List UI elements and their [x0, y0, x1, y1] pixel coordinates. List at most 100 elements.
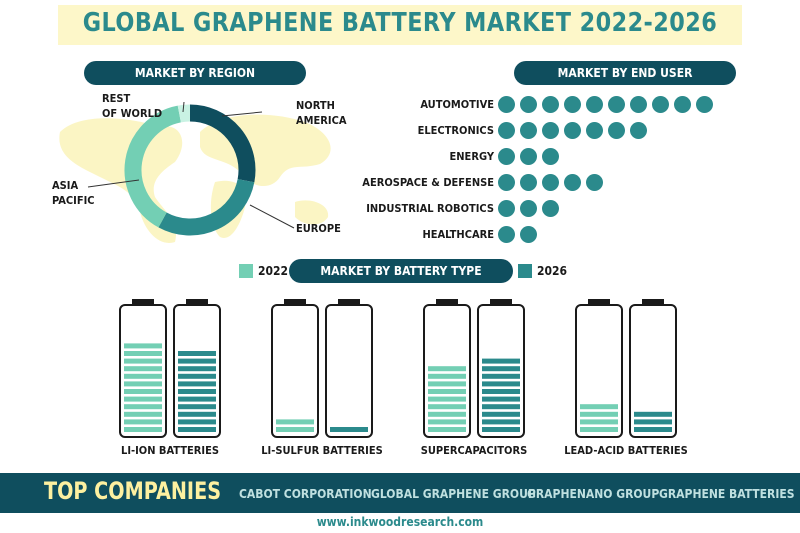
top-companies-title: TOP COMPANIES [44, 477, 222, 505]
battery-segment-2022 [124, 381, 162, 387]
battery-cap [490, 299, 512, 305]
battery-cap [642, 299, 664, 305]
legend-swatch-2026 [518, 264, 532, 278]
end-user-dot-row [498, 200, 564, 218]
region-heading: MARKET BY REGION [84, 61, 306, 85]
battery-segment-2022 [428, 381, 466, 387]
legend-swatch-2022 [239, 264, 253, 278]
battery-segment-2026 [178, 366, 216, 372]
battery-segment-2022 [124, 404, 162, 410]
end-user-dot [564, 174, 581, 191]
battery-segment-2026 [482, 404, 520, 410]
end-user-dot [674, 96, 691, 113]
battery-body [325, 304, 373, 438]
end-user-dot [586, 122, 603, 139]
footer-band [0, 473, 800, 513]
company-3: GRAPHENANO GROUP [527, 487, 660, 501]
battery-segment-2026 [178, 427, 216, 432]
battery-segment-2022 [428, 389, 466, 394]
donut-slice-1 [189, 104, 256, 183]
battery-segment-2026 [482, 358, 520, 364]
end-user-dot [542, 148, 559, 165]
battery-segment-2026 [482, 381, 520, 387]
company-1: CABOT CORPORATION [239, 487, 372, 501]
legend-label-2022: 2022 [258, 264, 289, 278]
battery-segment-2022 [124, 396, 162, 402]
battery-segment-2026 [482, 389, 520, 394]
label-north-america: NORTH AMERICA [296, 99, 347, 127]
end-user-dot [586, 96, 603, 113]
end-user-dot [630, 122, 647, 139]
end-user-dot [498, 200, 515, 217]
battery-segment-2026 [634, 411, 672, 417]
end-user-dot [498, 96, 515, 113]
end-user-dot-row [498, 96, 718, 114]
battery-body [575, 304, 623, 438]
battery-segment-2022 [580, 427, 618, 432]
end-user-label: AUTOMOTIVE [420, 98, 494, 111]
battery-cap [284, 299, 306, 305]
battery-segment-2022 [276, 419, 314, 425]
battery-type-label: LI-SULFUR BATTERIES [261, 444, 383, 457]
battery-segment-2022 [428, 396, 466, 402]
battery-body [271, 304, 319, 438]
title-band [58, 5, 742, 45]
end-user-dot [586, 174, 603, 191]
battery-segment-2022 [428, 427, 466, 432]
battery-segment-2022 [124, 358, 162, 364]
website-link[interactable]: www.inkwoodresearch.com [316, 515, 484, 529]
battery-segment-2022 [124, 389, 162, 394]
end-user-dot [542, 122, 559, 139]
battery-segment-2026 [178, 381, 216, 387]
battery-segment-2026 [178, 396, 216, 402]
end-user-dot [564, 96, 581, 113]
battery-segment-2022 [428, 419, 466, 425]
battery-segment-2022 [124, 351, 162, 356]
end-user-label: HEALTHCARE [422, 228, 494, 241]
battery-segment-2026 [178, 358, 216, 364]
end-user-dot [542, 174, 559, 191]
battery-segment-2022 [580, 411, 618, 417]
end-user-dot-row [498, 174, 608, 192]
page-title: GLOBAL GRAPHENE BATTERY MARKET 2022-2026 [82, 8, 718, 38]
end-user-dot [520, 200, 537, 217]
battery-segment-2026 [178, 419, 216, 425]
battery-segment-2026 [482, 366, 520, 372]
battery-type-heading: MARKET BY BATTERY TYPE [289, 259, 513, 283]
end-user-dot [520, 174, 537, 191]
battery-segment-2026 [482, 373, 520, 379]
legend-label-2026: 2026 [537, 264, 568, 278]
battery-segment-2026 [482, 396, 520, 402]
end-user-dot [564, 122, 581, 139]
battery-segment-2022 [124, 373, 162, 379]
battery-segment-2022 [124, 427, 162, 432]
end-user-dot [542, 96, 559, 113]
battery-segment-2026 [482, 419, 520, 425]
battery-cap [436, 299, 458, 305]
label-europe: EUROPE [296, 222, 341, 235]
end-user-dot [520, 226, 537, 243]
end-user-label: AEROSPACE & DEFENSE [362, 176, 494, 189]
battery-type-label: SUPERCAPACITORS [420, 444, 528, 457]
battery-segment-2022 [428, 404, 466, 410]
region-donut [124, 104, 256, 236]
company-4: GRAPHENE BATTERIES [659, 487, 795, 501]
battery-body [629, 304, 677, 438]
end-user-label: INDUSTRIAL ROBOTICS [366, 202, 494, 215]
battery-segment-2022 [276, 427, 314, 432]
battery-cap [338, 299, 360, 305]
label-asia-pacific: ASIA PACIFIC [52, 179, 95, 207]
battery-segment-2022 [428, 366, 466, 372]
end-user-dot [498, 148, 515, 165]
end-user-dot [608, 122, 625, 139]
battery-segment-2026 [482, 411, 520, 417]
battery-segment-2026 [634, 427, 672, 432]
battery-segment-2026 [482, 427, 520, 432]
label-rest-of-world: REST OF WORLD [102, 92, 163, 120]
end-user-dot [652, 96, 669, 113]
battery-cap [186, 299, 208, 305]
battery-segment-2022 [124, 411, 162, 417]
end-user-label: ENERGY [449, 150, 494, 163]
battery-segment-2026 [330, 427, 368, 432]
